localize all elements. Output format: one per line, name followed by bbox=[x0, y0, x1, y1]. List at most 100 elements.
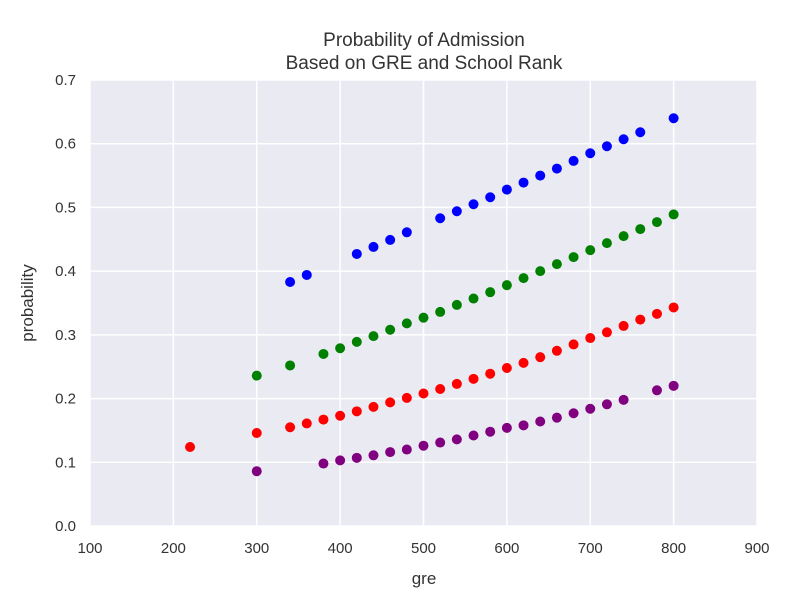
data-point-series-1 bbox=[451, 206, 462, 217]
data-point-series-2 bbox=[585, 245, 596, 256]
x-tick-label: 300 bbox=[244, 540, 269, 557]
data-point-series-2 bbox=[418, 312, 429, 323]
data-point-series-3 bbox=[435, 384, 446, 395]
data-point-series-1 bbox=[551, 163, 562, 174]
data-point-series-2 bbox=[468, 293, 479, 304]
data-point-series-1 bbox=[518, 177, 529, 188]
data-point-series-2 bbox=[518, 273, 529, 284]
data-point-series-4 bbox=[251, 466, 262, 477]
y-tick-label: 0.2 bbox=[55, 391, 76, 408]
data-point-series-1 bbox=[285, 276, 296, 287]
data-point-series-1 bbox=[635, 127, 646, 138]
data-point-series-4 bbox=[618, 394, 629, 405]
data-point-series-4 bbox=[401, 444, 412, 455]
data-point-series-1 bbox=[401, 227, 412, 238]
data-point-series-1 bbox=[618, 134, 629, 145]
data-point-series-4 bbox=[551, 412, 562, 423]
grid-lines bbox=[89, 79, 758, 527]
data-point-series-3 bbox=[568, 339, 579, 350]
data-point-series-3 bbox=[651, 308, 662, 319]
y-tick-labels: 0.0 0.1 0.2 0.3 0.4 0.5 0.6 0.7 bbox=[55, 72, 76, 535]
data-point-series-3 bbox=[518, 357, 529, 368]
data-point-series-1 bbox=[368, 241, 379, 252]
x-tick-label: 400 bbox=[328, 540, 353, 557]
chart-subtitle: Based on GRE and School Rank bbox=[286, 53, 563, 74]
data-point-series-2 bbox=[451, 299, 462, 310]
chart-title: Probability of Admission bbox=[323, 30, 525, 51]
data-point-series-4 bbox=[418, 440, 429, 451]
data-point-series-3 bbox=[635, 314, 646, 325]
data-point-series-4 bbox=[335, 455, 346, 466]
x-tick-label: 600 bbox=[494, 540, 519, 557]
data-point-series-4 bbox=[351, 452, 362, 463]
data-point-series-2 bbox=[618, 231, 629, 242]
data-point-series-2 bbox=[635, 224, 646, 235]
y-tick-label: 0.7 bbox=[55, 72, 76, 89]
data-point-series-2 bbox=[485, 287, 496, 298]
data-point-series-2 bbox=[401, 318, 412, 329]
y-tick-label: 0.6 bbox=[55, 136, 76, 153]
x-tick-label: 800 bbox=[661, 540, 686, 557]
data-point-series-3 bbox=[385, 397, 396, 408]
data-point-series-3 bbox=[185, 441, 196, 452]
data-point-series-3 bbox=[351, 406, 362, 417]
data-point-series-3 bbox=[618, 320, 629, 331]
data-point-series-2 bbox=[568, 252, 579, 263]
data-point-series-3 bbox=[301, 418, 312, 429]
data-point-series-2 bbox=[535, 266, 546, 277]
data-point-series-2 bbox=[368, 331, 379, 342]
data-point-series-4 bbox=[518, 420, 529, 431]
data-point-series-2 bbox=[318, 348, 329, 359]
data-point-series-3 bbox=[468, 373, 479, 384]
data-point-series-2 bbox=[651, 217, 662, 228]
x-tick-label: 900 bbox=[744, 540, 769, 557]
data-point-series-1 bbox=[601, 141, 612, 152]
data-point-series-2 bbox=[251, 370, 262, 381]
data-point-series-1 bbox=[385, 234, 396, 245]
data-point-series-4 bbox=[435, 437, 446, 448]
data-point-series-1 bbox=[351, 248, 362, 259]
data-point-series-3 bbox=[485, 368, 496, 379]
data-point-series-2 bbox=[501, 280, 512, 291]
data-point-series-4 bbox=[468, 430, 479, 441]
data-point-series-3 bbox=[501, 362, 512, 373]
y-tick-label: 0.0 bbox=[55, 518, 76, 535]
data-point-series-3 bbox=[418, 388, 429, 399]
data-point-series-1 bbox=[485, 192, 496, 203]
data-point-series-2 bbox=[351, 336, 362, 347]
data-point-series-2 bbox=[385, 324, 396, 335]
data-point-series-2 bbox=[335, 343, 346, 354]
data-point-series-3 bbox=[551, 345, 562, 356]
data-point-series-2 bbox=[601, 238, 612, 249]
y-tick-label: 0.4 bbox=[55, 263, 76, 280]
data-point-series-3 bbox=[668, 302, 679, 313]
data-point-series-3 bbox=[335, 410, 346, 421]
x-tick-label: 700 bbox=[578, 540, 603, 557]
y-tick-label: 0.5 bbox=[55, 199, 76, 216]
y-axis-label: probability bbox=[18, 264, 37, 342]
data-point-series-3 bbox=[285, 422, 296, 433]
data-point-series-1 bbox=[668, 113, 679, 124]
data-point-series-4 bbox=[535, 416, 546, 427]
data-point-series-3 bbox=[535, 352, 546, 363]
y-tick-label: 0.3 bbox=[55, 327, 76, 344]
data-point-series-4 bbox=[385, 447, 396, 458]
y-tick-label: 0.1 bbox=[55, 454, 76, 471]
data-point-series-1 bbox=[301, 269, 312, 280]
data-point-series-4 bbox=[601, 399, 612, 410]
data-point-series-3 bbox=[601, 327, 612, 338]
data-point-series-1 bbox=[535, 170, 546, 181]
x-axis-label: gre bbox=[412, 569, 437, 588]
data-point-series-4 bbox=[318, 458, 329, 469]
data-point-series-4 bbox=[668, 380, 679, 391]
data-point-series-4 bbox=[651, 385, 662, 396]
data-point-series-2 bbox=[435, 306, 446, 317]
data-point-series-2 bbox=[285, 360, 296, 371]
data-point-series-3 bbox=[401, 392, 412, 403]
data-points bbox=[185, 113, 679, 477]
data-point-series-4 bbox=[585, 403, 596, 414]
x-tick-label: 100 bbox=[77, 540, 102, 557]
data-point-series-1 bbox=[435, 213, 446, 224]
data-point-series-3 bbox=[368, 401, 379, 412]
